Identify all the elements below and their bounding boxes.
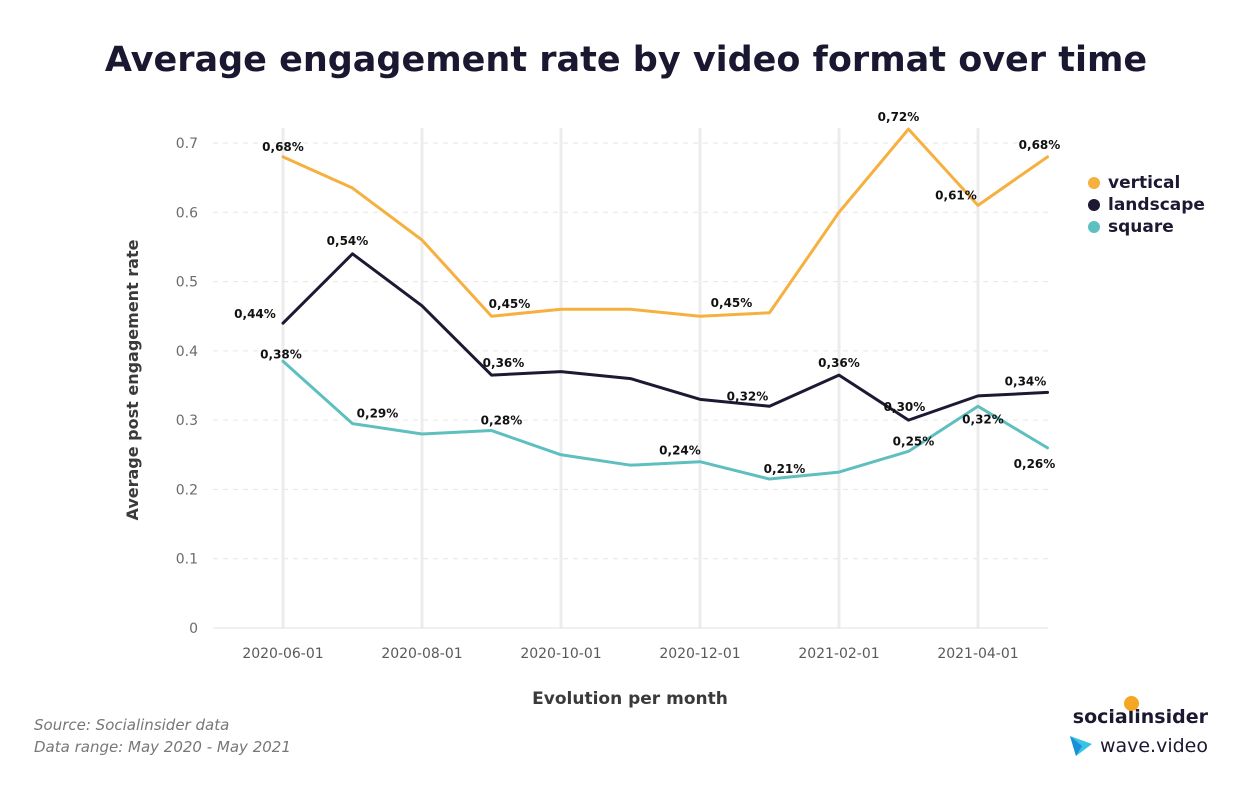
y-axis-title: Average post engagement rate	[123, 239, 142, 520]
x-tick-label: 2020-12-01	[659, 646, 740, 662]
y-tick-label: 0.7	[176, 136, 198, 152]
data-label-landscape: 0,34%	[1005, 374, 1047, 388]
x-axis-title: Evolution per month	[532, 689, 728, 709]
data-label-landscape: 0,30%	[884, 400, 926, 414]
axes: 0 0.1 0.2 0.3 0.4 0.5 0.6 0.7 2020-06-01 2020-08-…	[176, 136, 1048, 662]
series-line-vertical	[281, 127, 1049, 318]
data-label-landscape: 0,36%	[483, 356, 525, 370]
legend-marker-vertical	[1088, 177, 1100, 189]
legend-label-square: square	[1108, 217, 1174, 237]
data-label-landscape: 0,36%	[818, 356, 860, 370]
data-label-square: 0,28%	[481, 414, 523, 428]
series-line-landscape	[281, 252, 1049, 422]
data-label-landscape: 0,54%	[327, 234, 369, 248]
socialinsider-wordmark: socialinsider	[1072, 706, 1208, 728]
legend-marker-square	[1088, 221, 1100, 233]
source-note: Source: Socialinsider data Data range: M…	[34, 714, 291, 758]
legend-item-square[interactable]: square	[1088, 216, 1205, 238]
x-tick-label: 2020-10-01	[520, 646, 601, 662]
data-label-vertical: 0,68%	[1019, 138, 1061, 152]
legend-label-vertical: vertical	[1108, 173, 1181, 193]
data-labels: 0,68% 0,45% 0,45% 0,72% 0,61% 0,68% 0,44% 0,54%…	[234, 110, 1060, 476]
data-label-square: 0,32%	[962, 412, 1004, 426]
legend-marker-landscape	[1088, 199, 1100, 211]
data-label-vertical: 0,61%	[935, 188, 977, 202]
data-label-vertical: 0,45%	[711, 296, 753, 310]
y-tick-label: 0.1	[176, 552, 198, 568]
data-range-text: Data range: May 2020 - May 2021	[34, 738, 291, 756]
legend-item-landscape[interactable]: landscape	[1088, 194, 1205, 216]
y-tick-label: 0.3	[176, 413, 198, 429]
legend-label-landscape: landscape	[1108, 195, 1205, 215]
x-tick-label: 2020-06-01	[242, 646, 323, 662]
data-label-square: 0,38%	[260, 347, 302, 361]
data-label-landscape: 0,44%	[234, 307, 276, 321]
y-tick-label: 0.5	[176, 275, 198, 291]
y-tick-label: 0.4	[176, 344, 198, 360]
data-label-square: 0,21%	[764, 462, 806, 476]
y-tick-label: 0.2	[176, 482, 198, 498]
chart-title: Average engagement rate by video format …	[104, 40, 1148, 80]
socialinsider-logo: socialinsider	[1072, 696, 1208, 728]
brand-block: socialinsider wave.video	[1068, 696, 1208, 758]
play-icon	[1069, 736, 1092, 756]
data-label-square: 0,26%	[1014, 457, 1056, 471]
socialinsider-dot-icon	[1123, 696, 1139, 711]
data-label-square: 0,29%	[357, 407, 399, 421]
source-text: Source: Socialinsider data	[34, 716, 230, 734]
series-lines	[281, 127, 1049, 481]
data-label-square: 0,24%	[659, 444, 701, 458]
x-tick-label: 2021-04-01	[937, 646, 1018, 662]
data-label-vertical: 0,68%	[262, 140, 304, 154]
legend-item-vertical[interactable]: vertical	[1088, 172, 1205, 194]
data-label-square: 0,25%	[893, 434, 935, 448]
legend: vertical landscape square	[1088, 172, 1205, 238]
wavevideo-wordmark: wave.video	[1099, 735, 1208, 757]
data-label-vertical: 0,45%	[489, 297, 531, 311]
x-tick-label: 2020-08-01	[381, 646, 462, 662]
y-tick-label: 0.6	[176, 205, 198, 221]
series-line-square	[281, 359, 1049, 481]
data-label-vertical: 0,72%	[878, 110, 920, 124]
wavevideo-logo: wave.video	[1068, 734, 1208, 758]
gridlines	[213, 128, 1048, 628]
data-label-landscape: 0,32%	[727, 389, 769, 403]
y-tick-label: 0	[189, 621, 198, 637]
x-tick-label: 2021-02-01	[798, 646, 879, 662]
